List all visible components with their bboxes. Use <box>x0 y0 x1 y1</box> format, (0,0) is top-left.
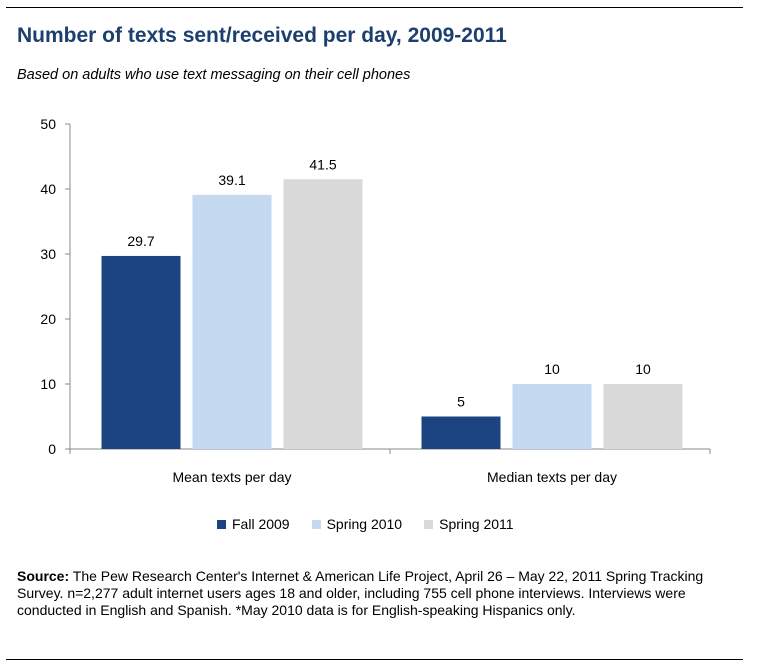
y-tick-label-2: 20 <box>40 311 56 327</box>
legend-item-spring-2011: Spring 2011 <box>424 516 514 532</box>
legend-swatch-fall-2009 <box>217 519 226 529</box>
top-rule <box>6 7 743 8</box>
data-label-0-2: 41.5 <box>309 156 336 172</box>
data-label-0-1: 39.1 <box>218 172 245 188</box>
legend: Fall 2009 Spring 2010 Spring 2011 <box>217 514 536 534</box>
bar-0-1 <box>192 194 272 449</box>
data-label-1-1: 10 <box>544 361 560 377</box>
legend-label-spring-2011: Spring 2011 <box>439 516 514 532</box>
data-label-0-0: 29.7 <box>127 233 154 249</box>
x-category-label-0: Mean texts per day <box>172 469 291 485</box>
legend-item-spring-2010: Spring 2010 <box>311 516 403 532</box>
chart-subtitle: Based on adults who use text messaging o… <box>17 67 411 83</box>
legend-swatch-spring-2010 <box>311 519 321 529</box>
data-label-1-2: 10 <box>635 361 651 377</box>
legend-item-fall-2009: Fall 2009 <box>217 516 290 532</box>
source-label: Source: <box>17 568 70 584</box>
source-text: The Pew Research Center's Internet & Ame… <box>17 568 704 618</box>
y-tick-label-5: 50 <box>40 116 56 132</box>
bottom-rule <box>6 659 743 660</box>
data-label-1-0: 5 <box>457 394 465 410</box>
bar-1-1 <box>512 384 592 449</box>
legend-label-fall-2009: Fall 2009 <box>232 516 290 532</box>
y-tick-label-0: 0 <box>48 441 56 457</box>
bar-0-2 <box>283 179 363 449</box>
chart-title: Number of texts sent/received per day, 2… <box>17 24 507 47</box>
legend-swatch-spring-2011 <box>424 519 434 529</box>
y-tick-label-1: 10 <box>40 376 56 392</box>
source-note: Source: The Pew Research Center's Intern… <box>17 568 732 619</box>
legend-label-spring-2010: Spring 2010 <box>326 516 403 532</box>
y-tick-label-3: 30 <box>40 246 56 262</box>
bar-1-2 <box>603 384 683 449</box>
y-tick-label-4: 40 <box>40 181 56 197</box>
x-category-label-1: Median texts per day <box>487 469 617 485</box>
bar-1-0 <box>421 416 501 449</box>
bar-0-0 <box>101 255 181 449</box>
